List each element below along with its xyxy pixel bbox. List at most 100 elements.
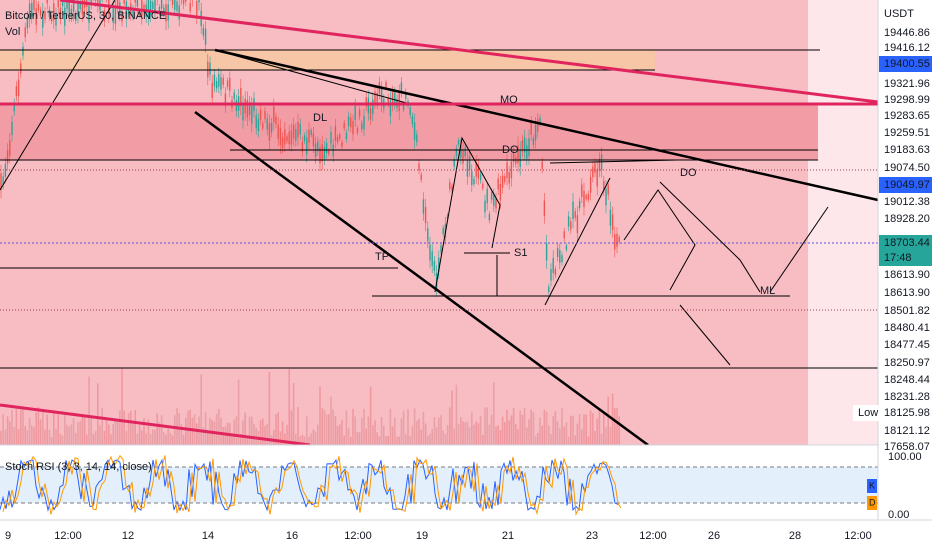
volume-bar	[127, 412, 130, 445]
candle	[451, 185, 453, 191]
candle	[438, 257, 440, 272]
volume-bar	[154, 429, 156, 445]
volume-bar	[405, 434, 407, 445]
price-bg	[879, 108, 932, 124]
volume-bar	[449, 407, 451, 445]
candle	[81, 0, 84, 15]
time-label: 23	[586, 530, 598, 542]
price-label: 19012.38	[884, 196, 930, 208]
volume-bar	[521, 414, 524, 445]
candle	[369, 108, 372, 120]
price-label: 18480.41	[884, 322, 930, 334]
volume-bar	[380, 416, 383, 445]
price-label: 18928.20	[884, 213, 930, 225]
volume-bar	[26, 430, 29, 445]
candle	[374, 91, 376, 103]
volume-bar	[607, 396, 609, 445]
price-label: 19321.96	[884, 78, 930, 90]
candle	[530, 122, 532, 135]
candle	[490, 192, 493, 200]
candle	[255, 115, 257, 129]
volume-bar	[462, 421, 464, 445]
volume-bar	[506, 409, 508, 445]
price-bg	[879, 92, 932, 108]
price-label: 19400.55	[884, 58, 930, 70]
volume-bar	[515, 423, 517, 445]
candle	[413, 122, 416, 140]
volume-bar	[435, 427, 438, 445]
candle	[559, 249, 561, 263]
volume-bar	[72, 418, 75, 445]
volume-bar	[169, 432, 172, 445]
volume-bar	[61, 435, 64, 445]
volume-bar	[222, 426, 224, 445]
volume-bar	[242, 420, 244, 445]
volume-bar	[600, 433, 603, 445]
price-bg	[879, 76, 932, 92]
volume-bar	[594, 431, 596, 445]
candle	[46, 0, 48, 4]
volume-bar	[374, 420, 376, 445]
volume-bar	[457, 424, 460, 445]
volume-bar	[583, 414, 585, 445]
volume-bar	[464, 422, 466, 445]
volume-bar	[314, 431, 317, 445]
volume-bar	[376, 432, 378, 445]
volume-bar	[90, 415, 92, 445]
volume-bar	[13, 427, 15, 445]
volume-bar	[37, 407, 40, 445]
candle	[160, 0, 163, 9]
volume-bar	[596, 418, 598, 445]
candle	[259, 109, 262, 120]
candle	[224, 93, 227, 107]
candle	[176, 1, 178, 11]
candle	[519, 149, 521, 167]
volume-bar	[196, 423, 198, 445]
volume-bar	[400, 418, 403, 445]
time-label: 9	[5, 530, 11, 542]
volume-bar	[488, 424, 491, 445]
candle	[196, 1, 198, 17]
volume-bar	[220, 417, 222, 445]
volume-bar	[301, 434, 304, 445]
volume-bar	[339, 424, 341, 445]
price-label: 19074.50	[884, 162, 930, 174]
volume-bar	[292, 383, 295, 445]
candle	[457, 140, 460, 145]
candle	[416, 134, 418, 143]
volume-bar	[504, 422, 506, 445]
volume-bar	[616, 407, 618, 445]
candle	[244, 98, 246, 114]
volume-bar	[284, 433, 286, 445]
candle	[121, 11, 123, 22]
volume-bar	[330, 396, 332, 445]
candle	[0, 173, 2, 191]
volume-bar	[275, 414, 277, 445]
volume-bar	[200, 374, 202, 445]
time-label: 21	[502, 530, 514, 542]
symbol: Bitcoin / TetherUS, 30, BINANCE	[5, 10, 166, 22]
volume-bar	[255, 427, 257, 445]
price-label: 19416.12	[884, 42, 930, 54]
candle	[28, 3, 31, 20]
candle	[6, 149, 9, 164]
volume-bar	[55, 429, 57, 445]
candle	[88, 5, 90, 23]
volume-bar	[240, 433, 242, 445]
volume-bar	[389, 408, 392, 445]
price-bg	[879, 40, 932, 56]
volume-bar	[288, 369, 290, 445]
volume-bar	[86, 434, 88, 445]
candle	[290, 130, 293, 145]
volume-bar	[479, 416, 482, 445]
zone-dark	[0, 105, 818, 160]
last-price: 18703.44	[884, 237, 930, 249]
volume-bar	[11, 409, 13, 445]
candle	[213, 74, 216, 87]
volume-bar	[317, 424, 319, 445]
candle	[583, 190, 585, 208]
volume-bar	[53, 409, 55, 445]
candle	[429, 244, 431, 261]
volume-bar	[352, 408, 354, 445]
candle	[587, 193, 590, 200]
